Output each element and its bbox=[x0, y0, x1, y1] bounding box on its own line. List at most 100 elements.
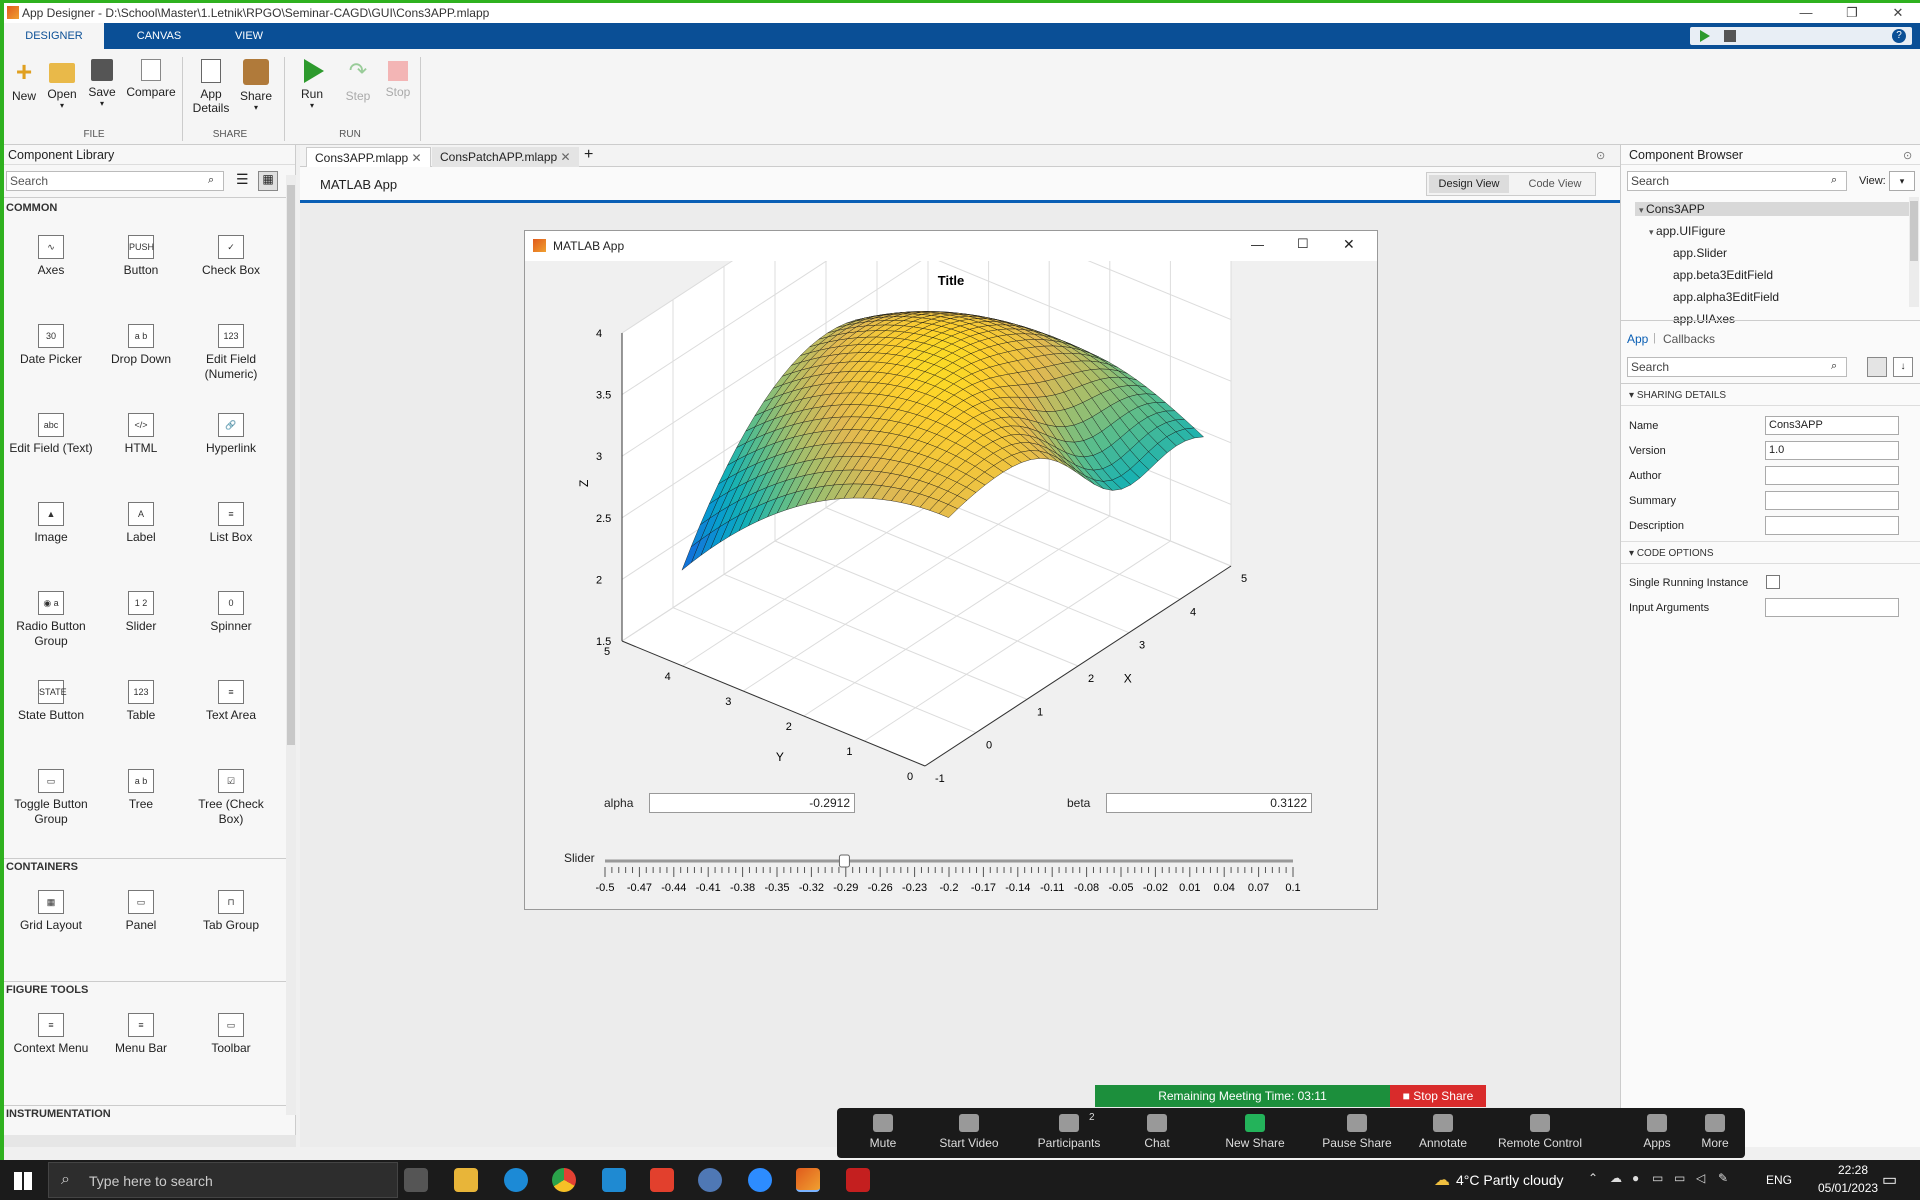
code-view-button[interactable]: Code View bbox=[1528, 178, 1582, 190]
property-search-input[interactable]: Search bbox=[1627, 357, 1847, 377]
new-button[interactable]: + New bbox=[6, 58, 42, 104]
tree-node[interactable]: app.alpha3EditField bbox=[1673, 290, 1779, 304]
author-field[interactable] bbox=[1765, 466, 1899, 485]
component-radio-group[interactable]: ◉ a Radio Button Group bbox=[6, 591, 96, 649]
tab-callbacks[interactable]: Callbacks bbox=[1663, 332, 1716, 346]
description-field[interactable] bbox=[1765, 516, 1899, 535]
code-options-header[interactable]: ▾ CODE OPTIONS bbox=[1629, 548, 1714, 559]
zoom-more-button[interactable]: More bbox=[1675, 1114, 1755, 1150]
component-checkbox[interactable]: ✓ Check Box bbox=[186, 235, 276, 278]
library-search-input[interactable]: Search bbox=[6, 171, 224, 191]
library-scrollbar[interactable] bbox=[286, 175, 296, 1115]
minimize-icon[interactable]: — bbox=[1799, 5, 1813, 20]
save-button[interactable]: Save ▾ bbox=[84, 59, 120, 108]
taskbar-search[interactable]: ⌕ Type here to search bbox=[48, 1162, 398, 1198]
tab-view[interactable]: VIEW bbox=[234, 30, 264, 42]
help-icon[interactable]: ? bbox=[1892, 29, 1906, 43]
zoom-chat-button[interactable]: Chat bbox=[1117, 1114, 1197, 1150]
component-slider[interactable]: 1 2 Slider bbox=[96, 591, 186, 634]
component-grid-layout[interactable]: ▦ Grid Layout bbox=[6, 890, 96, 933]
library-hscroll[interactable] bbox=[4, 1135, 296, 1147]
edge-icon[interactable] bbox=[504, 1168, 528, 1192]
close-icon[interactable]: ✕ bbox=[1892, 5, 1904, 20]
component-state-button[interactable]: STATE State Button bbox=[6, 680, 96, 723]
list-view-icon[interactable]: ☰ bbox=[236, 171, 249, 187]
open-button[interactable]: Open ▾ bbox=[44, 59, 80, 110]
alpha-edit-field[interactable]: -0.2912 bbox=[649, 793, 855, 813]
tray-display-icon[interactable]: ▭ bbox=[1652, 1171, 1664, 1185]
zoom-start-video-button[interactable]: Start Video bbox=[929, 1114, 1009, 1150]
component-text-field[interactable]: abc Edit Field (Text) bbox=[6, 413, 96, 456]
add-tab-icon[interactable]: + bbox=[584, 146, 594, 163]
save-icon[interactable] bbox=[1724, 30, 1736, 42]
component-numeric-field[interactable]: 123 Edit Field (Numeric) bbox=[186, 324, 276, 382]
sharing-details-header[interactable]: ▾ SHARING DETAILS bbox=[1629, 390, 1727, 401]
zoom-annotate-button[interactable]: Annotate bbox=[1403, 1114, 1483, 1150]
component-hyperlink[interactable]: 🔗 Hyperlink bbox=[186, 413, 276, 456]
stop-button[interactable]: Stop bbox=[378, 59, 418, 99]
clock-time[interactable]: 22:28 bbox=[1838, 1163, 1869, 1177]
tree-node[interactable]: app.Slider bbox=[1673, 246, 1727, 260]
stop-share-button[interactable]: ■ Stop Share bbox=[1390, 1085, 1486, 1107]
tray-battery-icon[interactable]: ▭ bbox=[1674, 1171, 1686, 1185]
chrome-icon[interactable] bbox=[552, 1168, 576, 1192]
panel-menu-icon[interactable]: ⊙ bbox=[1903, 150, 1913, 162]
tray-pen-icon[interactable]: ✎ bbox=[1718, 1171, 1729, 1185]
tree-node[interactable]: ▾ Cons3APP bbox=[1635, 202, 1917, 216]
step-button[interactable]: ↷ Step bbox=[338, 59, 378, 104]
close-tab-icon[interactable]: ✕ bbox=[411, 151, 422, 165]
tree-scrollbar[interactable] bbox=[1909, 197, 1919, 307]
component-date-picker[interactable]: 30 Date Picker bbox=[6, 324, 96, 367]
r-icon[interactable] bbox=[698, 1168, 722, 1192]
weather-text[interactable]: 4°C Partly cloudy bbox=[1456, 1172, 1564, 1188]
notifications-icon[interactable]: ▭ bbox=[1882, 1172, 1898, 1189]
component-tree-checkbox[interactable]: ☑ Tree (Check Box) bbox=[186, 769, 276, 827]
zoom-icon[interactable] bbox=[748, 1168, 772, 1192]
close-icon[interactable]: ✕ bbox=[1343, 236, 1355, 252]
tray-mic-icon[interactable]: ● bbox=[1632, 1171, 1640, 1185]
tree-node[interactable]: ▾ app.UIFigure bbox=[1649, 224, 1726, 238]
beta-edit-field[interactable]: 0.3122 bbox=[1106, 793, 1312, 813]
design-view-button[interactable]: Design View bbox=[1429, 175, 1509, 193]
component-html[interactable]: </> HTML bbox=[96, 413, 186, 456]
component-button[interactable]: PUSH Button bbox=[96, 235, 186, 278]
matlab-icon[interactable] bbox=[796, 1168, 820, 1192]
component-spinner[interactable]: 0 Spinner bbox=[186, 591, 276, 634]
component-textarea[interactable]: ≡ Text Area bbox=[186, 680, 276, 723]
share-button[interactable]: Share ▾ bbox=[234, 59, 278, 112]
grid-view-icon[interactable]: ▦ bbox=[258, 171, 278, 191]
language-indicator[interactable]: ENG bbox=[1766, 1173, 1793, 1187]
zoom-mute-button[interactable]: Mute bbox=[843, 1114, 923, 1150]
component-tab-group[interactable]: ⊓ Tab Group bbox=[186, 890, 276, 933]
clock-date[interactable]: 05/01/2023 bbox=[1818, 1181, 1879, 1195]
component-toolbar[interactable]: ▭ Toolbar bbox=[186, 1013, 276, 1056]
component-table[interactable]: 123 Table bbox=[96, 680, 186, 723]
tab-designer[interactable]: DESIGNER bbox=[4, 23, 104, 49]
zoom-participants-button[interactable]: Participants bbox=[1029, 1114, 1109, 1150]
component-label[interactable]: A Label bbox=[96, 502, 186, 545]
task-view-icon[interactable] bbox=[404, 1168, 428, 1192]
slider-thumb[interactable] bbox=[838, 854, 850, 868]
slider[interactable]: -0.5 -0.47 -0.44 -0.41 -0.38 -0.35 -0.32 -0.29-… bbox=[591, 847, 1351, 907]
compare-button[interactable]: Compare bbox=[124, 59, 178, 99]
run-button[interactable]: Run ▾ bbox=[290, 59, 334, 110]
panel-menu-icon[interactable]: ⊙ bbox=[1596, 150, 1606, 162]
zoom-remote-control-button[interactable]: Remote Control bbox=[1485, 1114, 1595, 1150]
component-context-menu[interactable]: ≡ Context Menu bbox=[6, 1013, 96, 1056]
group-view-icon[interactable] bbox=[1867, 357, 1887, 377]
name-field[interactable]: Cons3APP bbox=[1765, 416, 1899, 435]
acrobat-icon[interactable] bbox=[846, 1168, 870, 1192]
app-details-button[interactable]: App Details bbox=[186, 59, 236, 115]
run-icon[interactable] bbox=[1700, 30, 1710, 42]
tab-app[interactable]: App bbox=[1627, 332, 1649, 346]
view-dropdown[interactable]: ▾ bbox=[1889, 171, 1915, 191]
sort-icon[interactable]: ↓ bbox=[1893, 357, 1913, 377]
maximize-icon[interactable]: ☐ bbox=[1297, 236, 1309, 251]
tray-chevron-icon[interactable]: ⌃ bbox=[1588, 1171, 1599, 1185]
single-instance-checkbox[interactable] bbox=[1766, 575, 1780, 589]
tray-cloud-icon[interactable]: ☁ bbox=[1610, 1171, 1622, 1185]
zoom-pause-share-button[interactable]: Pause Share bbox=[1317, 1114, 1397, 1150]
component-listbox[interactable]: ≡ List Box bbox=[186, 502, 276, 545]
app-icon[interactable] bbox=[650, 1168, 674, 1192]
